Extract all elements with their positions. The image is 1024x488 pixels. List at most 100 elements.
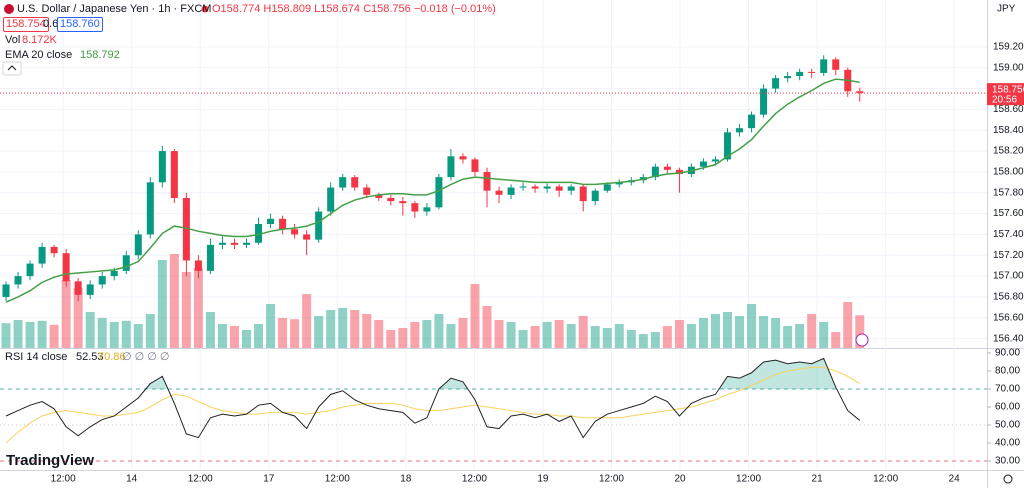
volume-bar — [759, 316, 769, 348]
volume-bar — [350, 310, 360, 348]
volume-bar — [362, 314, 372, 348]
vol-name: Vol — [5, 34, 21, 46]
rsi-tick-label: 50.00 — [995, 420, 1020, 431]
volume-bar — [819, 322, 829, 348]
volume-bar — [470, 284, 480, 348]
volume-bar — [638, 334, 648, 348]
candle-body — [194, 260, 202, 271]
volume-bar — [735, 316, 745, 348]
candle-body — [218, 242, 226, 245]
volume-bar — [771, 318, 781, 348]
volume-bar — [326, 310, 336, 348]
volume-bar — [710, 314, 720, 348]
candle-body — [279, 218, 287, 230]
y-tick-label: 156.600 — [993, 312, 1024, 323]
volume-bar — [626, 330, 636, 348]
candle-body — [567, 186, 575, 191]
candle-body — [230, 242, 238, 245]
volume-bar — [205, 312, 215, 348]
volume-bar — [831, 332, 841, 348]
y-tick-label: 157.400 — [993, 229, 1024, 240]
candle-body — [26, 263, 34, 277]
candle-body — [435, 177, 443, 208]
volume-bar — [554, 320, 564, 348]
volume-bar — [614, 324, 624, 348]
rsi-tick-label: 40.00 — [995, 438, 1020, 449]
volume-bar — [157, 260, 167, 348]
volume-bar — [290, 319, 300, 348]
y-tick-label: 157.800 — [993, 187, 1024, 198]
volume-bar — [434, 314, 444, 348]
candle-body — [146, 182, 154, 235]
candle-body — [736, 128, 744, 133]
candle-body — [447, 156, 455, 178]
ema-line — [5, 78, 860, 303]
candle-body — [38, 246, 46, 264]
ask-price[interactable]: 158.760 — [57, 17, 103, 32]
volume-bar — [422, 320, 432, 348]
candle-body — [74, 281, 82, 295]
volume-bar — [482, 306, 492, 348]
candle-body — [291, 229, 299, 235]
candle-body — [134, 234, 142, 256]
candle-body — [98, 276, 106, 285]
rsi-value: 52.53 — [76, 351, 104, 363]
volume-bar — [686, 324, 696, 348]
volume-bar — [181, 272, 191, 348]
candle-body — [591, 190, 599, 202]
volume-bar — [602, 328, 612, 348]
candle-body — [399, 201, 407, 204]
x-tick-label: 24 — [949, 474, 961, 485]
volume-bar — [446, 324, 456, 348]
candle-body — [122, 255, 130, 271]
volume-bar — [193, 268, 203, 348]
candle-body — [579, 186, 587, 202]
x-tick-label: 12:00 — [599, 474, 624, 485]
volume-bar — [217, 324, 227, 348]
volume-bar — [807, 314, 817, 348]
volume-bar — [37, 320, 47, 348]
volume-bar — [530, 326, 540, 348]
volume-bar — [314, 316, 324, 348]
x-tick-label: 12:00 — [51, 474, 76, 485]
candle-body — [170, 151, 178, 198]
y-tick-label: 156.400 — [993, 333, 1024, 344]
volume-bar — [97, 318, 107, 348]
rsi-tick-label: 60.00 — [995, 402, 1020, 413]
candle-body — [663, 166, 671, 170]
volume-bar — [109, 322, 119, 348]
volume-bar — [590, 326, 600, 348]
rsi-overbought-fill — [6, 358, 860, 389]
volume-bar — [49, 324, 59, 348]
candle-body — [531, 186, 539, 189]
volume-bar — [254, 324, 264, 348]
candle-body — [483, 171, 491, 191]
candle-body — [471, 159, 479, 172]
volume-bar — [145, 314, 155, 348]
volume-bar — [85, 312, 95, 348]
candle-body — [62, 253, 70, 282]
x-tick-label: 14 — [126, 474, 138, 485]
candle-body — [110, 270, 118, 277]
volume-bar — [723, 312, 733, 348]
last-price-label: 158.756 — [992, 84, 1024, 95]
volume-bar — [374, 320, 384, 348]
ohlc-values: O158.774 H158.809 L158.674 C158.756 −0.0… — [212, 3, 496, 15]
candle-body — [387, 197, 395, 202]
volume-bar — [266, 304, 276, 348]
volume-bar — [494, 320, 504, 348]
candle-body — [243, 242, 251, 245]
x-tick-label: 19 — [537, 474, 549, 485]
candle-body — [459, 156, 467, 160]
candle-body — [784, 76, 792, 79]
volume-bar — [25, 322, 35, 348]
bid-price[interactable]: 158.754 — [3, 17, 49, 32]
y-axis-unit: JPY — [997, 4, 1016, 15]
candle-body — [699, 161, 707, 167]
ema-name: EMA 20 close — [5, 49, 73, 61]
volume-bar — [458, 318, 468, 348]
volume-bar — [410, 322, 420, 348]
rsi-name: RSI 14 close — [5, 351, 68, 363]
brand-logo: TradingView — [6, 452, 95, 469]
volume-bar — [795, 324, 805, 348]
